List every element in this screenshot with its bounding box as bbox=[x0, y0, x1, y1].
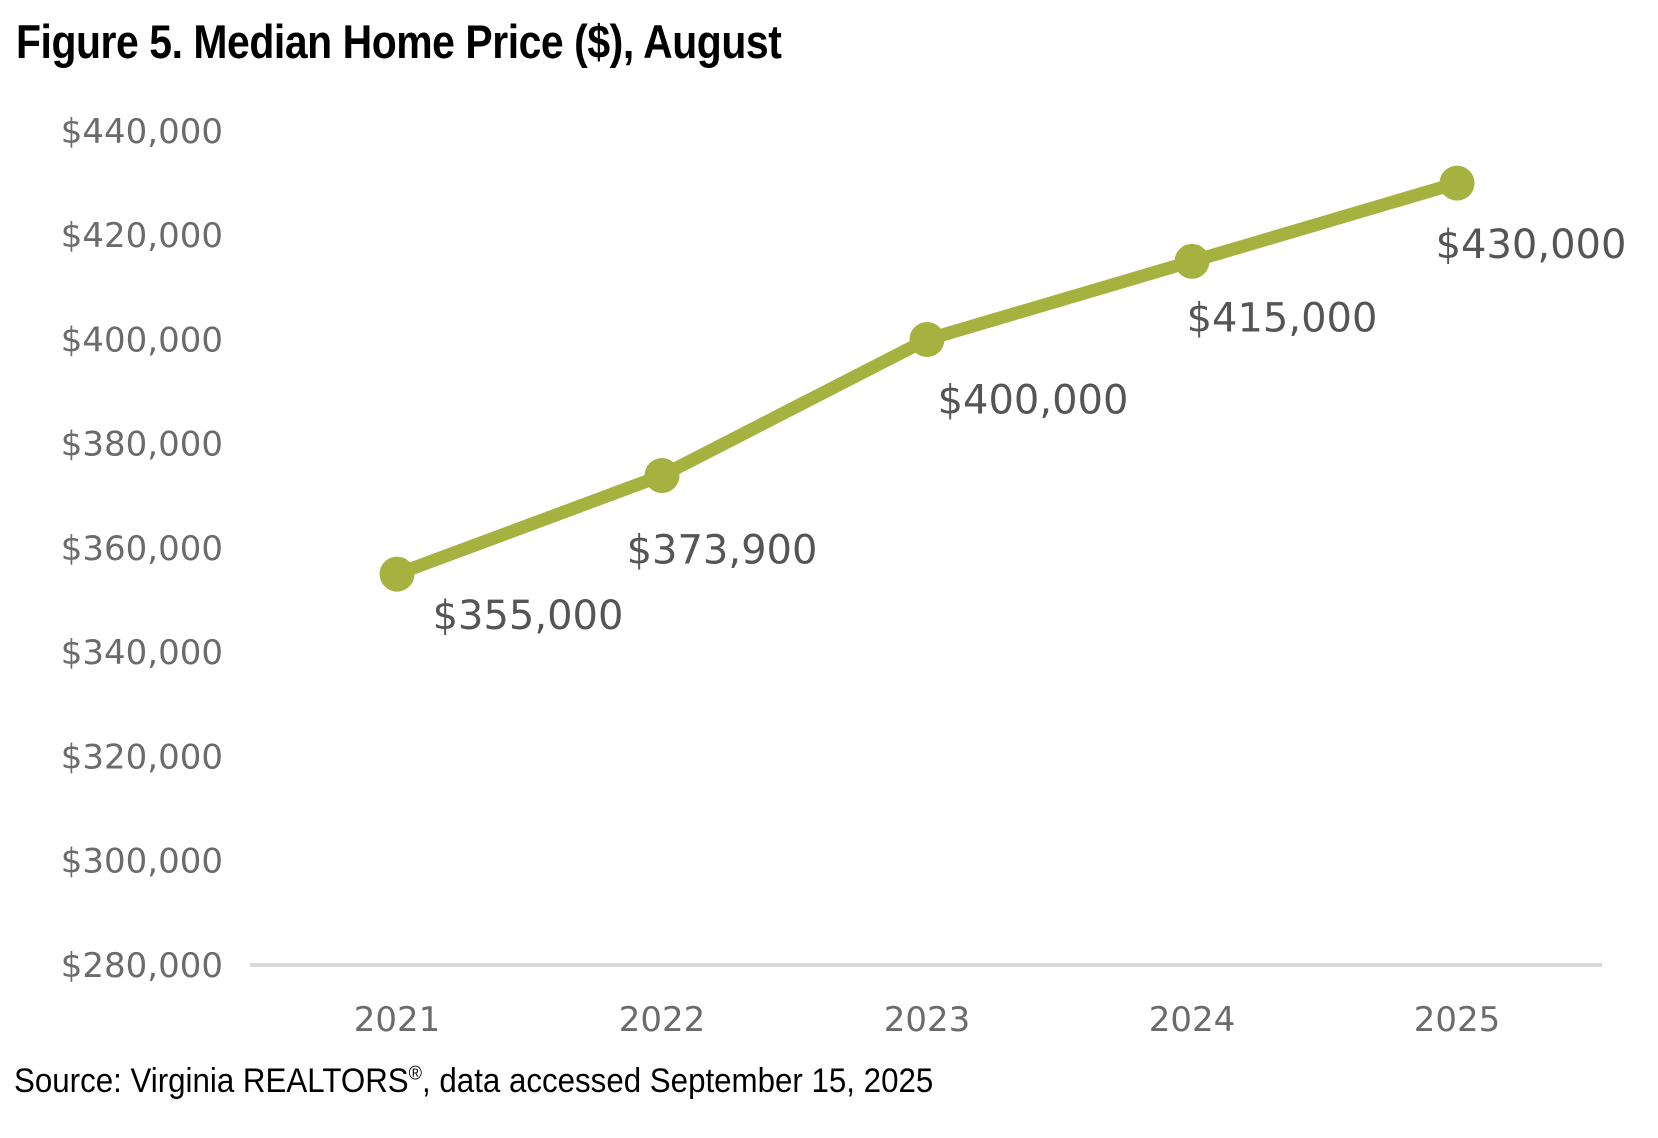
data-point-marker bbox=[1439, 165, 1475, 201]
source-prefix: Source: Virginia REALTORS bbox=[14, 1062, 409, 1100]
data-point-label: $355,000 bbox=[433, 593, 624, 639]
y-axis-tick-label: $440,000 bbox=[61, 112, 223, 152]
x-axis-tick-label: 2024 bbox=[1149, 1000, 1236, 1040]
y-axis-tick-label: $380,000 bbox=[61, 425, 223, 465]
y-axis-tick-label: $420,000 bbox=[61, 216, 223, 256]
chart-title: Figure 5. Median Home Price ($), August bbox=[16, 15, 782, 68]
registered-trademark-symbol: ® bbox=[408, 1062, 423, 1085]
y-axis-tick-label: $400,000 bbox=[61, 320, 223, 360]
source-suffix: , data accessed September 15, 2025 bbox=[422, 1062, 934, 1100]
data-point-marker bbox=[379, 556, 415, 592]
x-axis-tick-label: 2022 bbox=[619, 1000, 706, 1040]
source-note: Source: Virginia REALTORS®, data accesse… bbox=[14, 1062, 933, 1101]
data-point-label: $415,000 bbox=[1187, 295, 1378, 341]
x-axis-tick-label: 2021 bbox=[354, 1000, 441, 1040]
data-point-marker bbox=[644, 458, 680, 494]
data-point-marker bbox=[1174, 243, 1210, 279]
y-axis-tick-label: $300,000 bbox=[61, 842, 223, 882]
data-point-label: $430,000 bbox=[1436, 222, 1627, 268]
x-axis-tick-label: 2023 bbox=[884, 1000, 971, 1040]
data-point-marker bbox=[909, 322, 945, 357]
y-axis-tick-label: $360,000 bbox=[61, 529, 223, 569]
price-line bbox=[390, 176, 1464, 581]
y-axis-tick-label: $340,000 bbox=[61, 633, 223, 673]
y-axis-tick-label: $320,000 bbox=[61, 737, 223, 777]
x-axis-tick-label: 2025 bbox=[1414, 1000, 1501, 1040]
data-point-label: $400,000 bbox=[938, 378, 1129, 424]
data-point-label: $373,900 bbox=[627, 528, 818, 574]
y-axis-tick-label: $280,000 bbox=[61, 946, 223, 986]
